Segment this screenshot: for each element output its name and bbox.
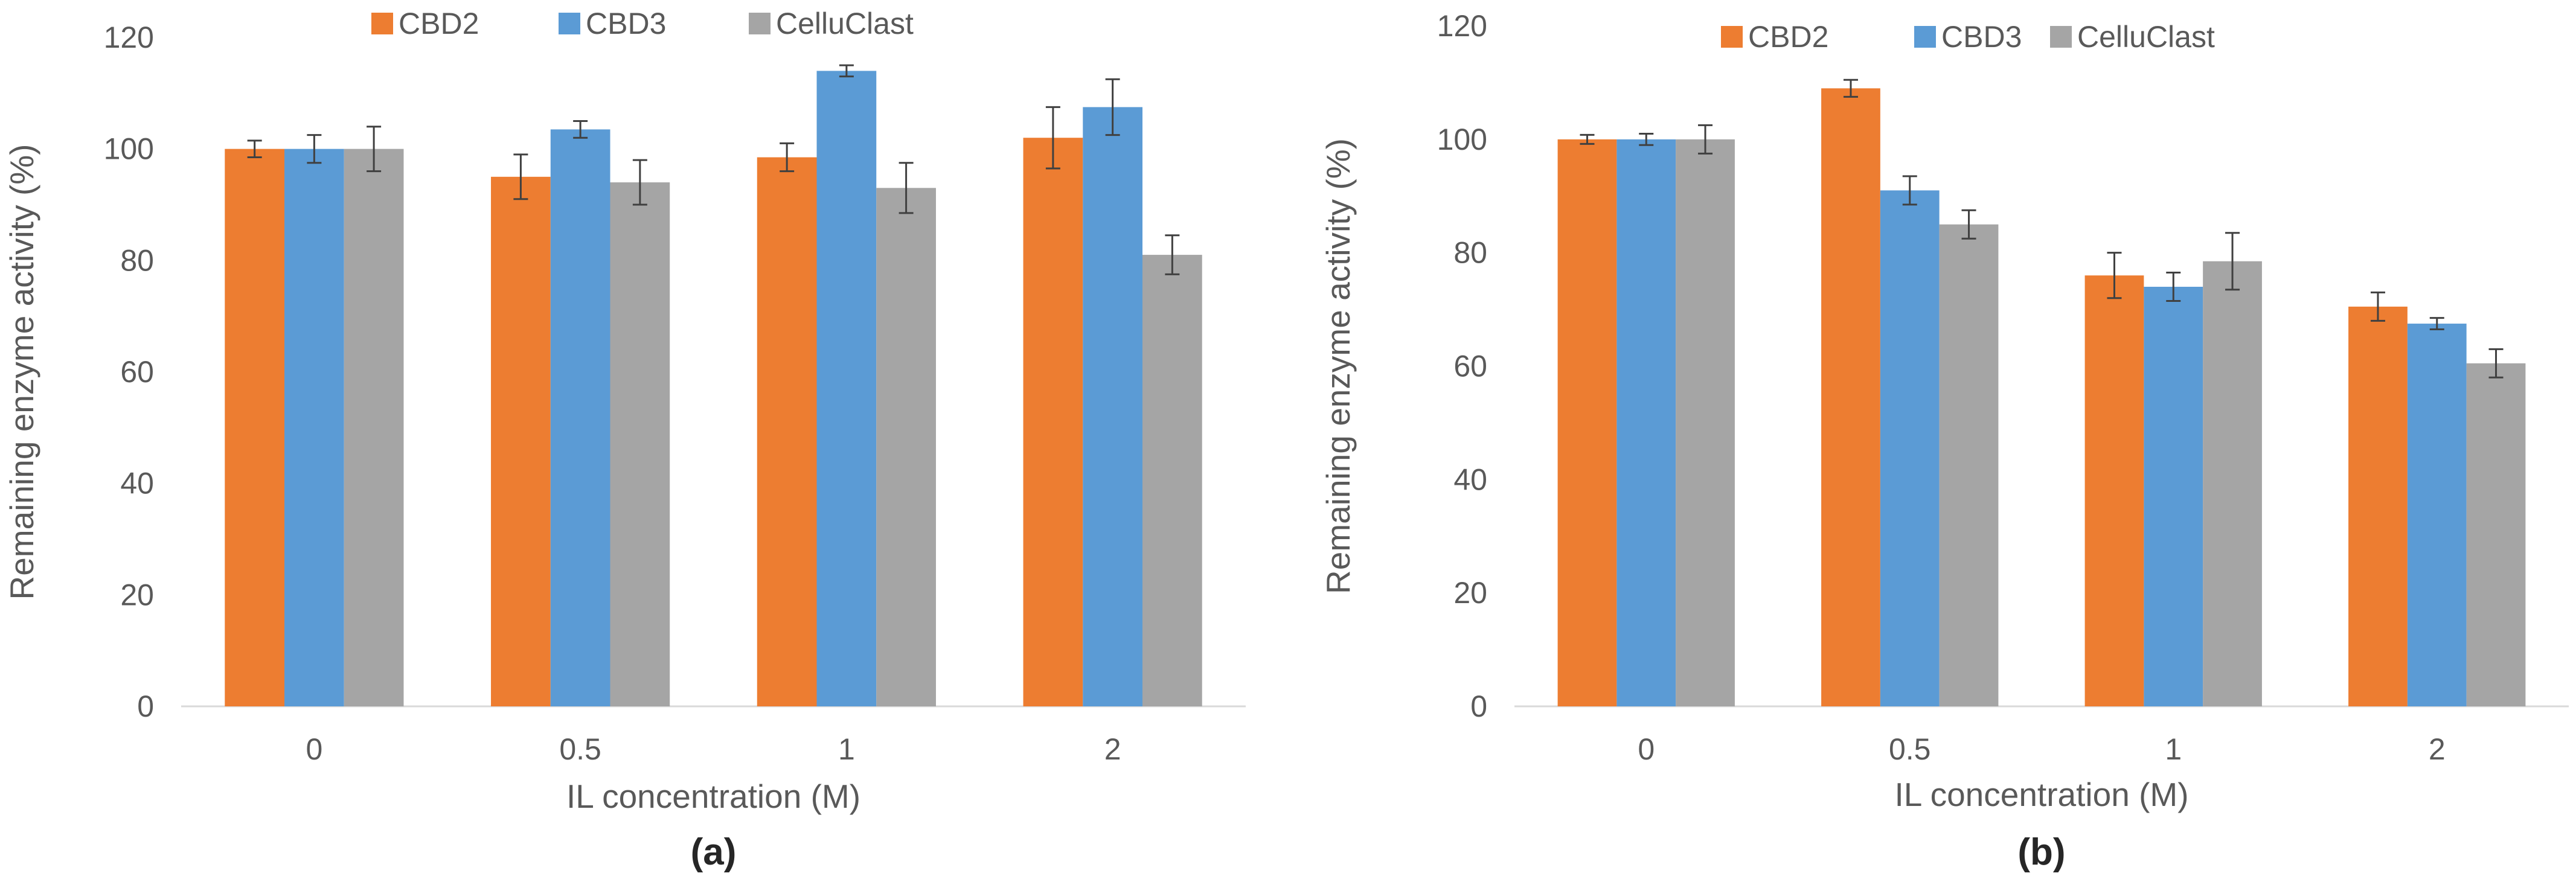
y-tick-label: 80 xyxy=(120,243,154,277)
legend-label-cbd2: CBD2 xyxy=(399,7,479,40)
chart-panel-b: 0 20 40 60 80 100 120 0 0.5 1 2 IL concentration (M… xyxy=(1319,9,2569,873)
x-tick-label: 2 xyxy=(1104,732,1121,766)
bar-cbd2-0 xyxy=(225,149,285,706)
bar-cbd2-1 xyxy=(757,157,817,706)
y-tick-label: 20 xyxy=(1453,576,1487,610)
x-tick-label: 1 xyxy=(2165,732,2182,766)
legend-swatch-cbd2 xyxy=(1721,26,1743,48)
panel-label: (b) xyxy=(2017,831,2065,873)
bar-cbd2-0.5 xyxy=(1821,88,1880,706)
y-tick-label: 100 xyxy=(104,132,154,166)
bar-cbd2-2 xyxy=(1023,138,1083,706)
y-tick-label: 0 xyxy=(137,689,154,723)
bar-cbd3-0 xyxy=(1616,139,1676,707)
bar-cbd3-1 xyxy=(816,71,877,706)
x-axis-title: IL concentration (M) xyxy=(1894,776,2188,813)
x-tick-label: 0 xyxy=(306,732,322,766)
legend-swatch-celluclast xyxy=(749,13,771,34)
panel-label: (a) xyxy=(691,831,737,873)
legend-label-cbd3: CBD3 xyxy=(1941,20,2022,54)
legend-swatch-cbd3 xyxy=(559,13,580,34)
bar-cbd2-2 xyxy=(2348,306,2408,706)
legend-label-celluclast: CelluClast xyxy=(776,7,914,40)
x-tick-label: 2 xyxy=(2429,732,2446,766)
y-axis-title: Remaining enzyme activity (%) xyxy=(1319,138,1357,594)
legend: CBD2 CBD3 CelluClast xyxy=(1721,20,2215,54)
legend-swatch-cbd2 xyxy=(371,13,393,34)
x-tick-label: 0.5 xyxy=(1889,732,1931,766)
y-tick-label: 0 xyxy=(1470,689,1487,723)
bar-cbd3-2 xyxy=(1083,107,1142,706)
bar-cbd3-2 xyxy=(2407,324,2467,706)
bar-celluclast-0.5 xyxy=(1939,224,1999,706)
y-tick-label: 100 xyxy=(1437,123,1487,156)
bar-cbd2-0 xyxy=(1557,139,1617,707)
bar-celluclast-2 xyxy=(1142,255,1202,707)
bar-cbd3-0.5 xyxy=(1880,190,1940,706)
bar-celluclast-1 xyxy=(2203,261,2262,707)
bar-cbd3-1 xyxy=(2144,287,2203,706)
bar-cbd2-0.5 xyxy=(491,176,551,706)
x-tick-label: 0 xyxy=(1638,732,1655,766)
bar-celluclast-1 xyxy=(876,188,936,706)
legend-label-cbd2: CBD2 xyxy=(1748,20,1828,54)
legend-swatch-celluclast xyxy=(2050,26,2072,48)
y-tick-label: 20 xyxy=(120,578,154,612)
y-tick-label: 40 xyxy=(120,467,154,500)
bar-celluclast-0 xyxy=(344,149,404,706)
y-tick-label: 60 xyxy=(120,355,154,389)
y-tick-label: 60 xyxy=(1453,350,1487,383)
legend-swatch-cbd3 xyxy=(1914,26,1936,48)
y-tick-label: 120 xyxy=(1437,9,1487,43)
y-tick-label: 80 xyxy=(1453,236,1487,270)
x-tick-label: 0.5 xyxy=(559,732,601,766)
bar-cbd2-1 xyxy=(2084,275,2144,706)
legend: CBD2 CBD3 CelluClast xyxy=(371,7,914,40)
legend-label-cbd3: CBD3 xyxy=(586,7,666,40)
y-tick-label: 40 xyxy=(1453,462,1487,496)
y-axis-title: Remaining enzyme activity (%) xyxy=(3,144,40,600)
chart-panel-a: 0 20 40 60 80 100 120 0 0.5 1 2 IL concentration (M… xyxy=(3,7,1246,873)
y-tick-label: 120 xyxy=(104,21,154,54)
bar-cbd3-0 xyxy=(284,149,344,706)
x-tick-label: 1 xyxy=(838,732,855,766)
bar-celluclast-2 xyxy=(2466,363,2526,706)
bar-cbd3-0.5 xyxy=(550,129,610,707)
bar-celluclast-0.5 xyxy=(610,182,670,707)
legend-label-celluclast: CelluClast xyxy=(2077,20,2215,54)
x-axis-title: IL concentration (M) xyxy=(566,778,860,815)
bar-celluclast-0 xyxy=(1676,139,1735,707)
